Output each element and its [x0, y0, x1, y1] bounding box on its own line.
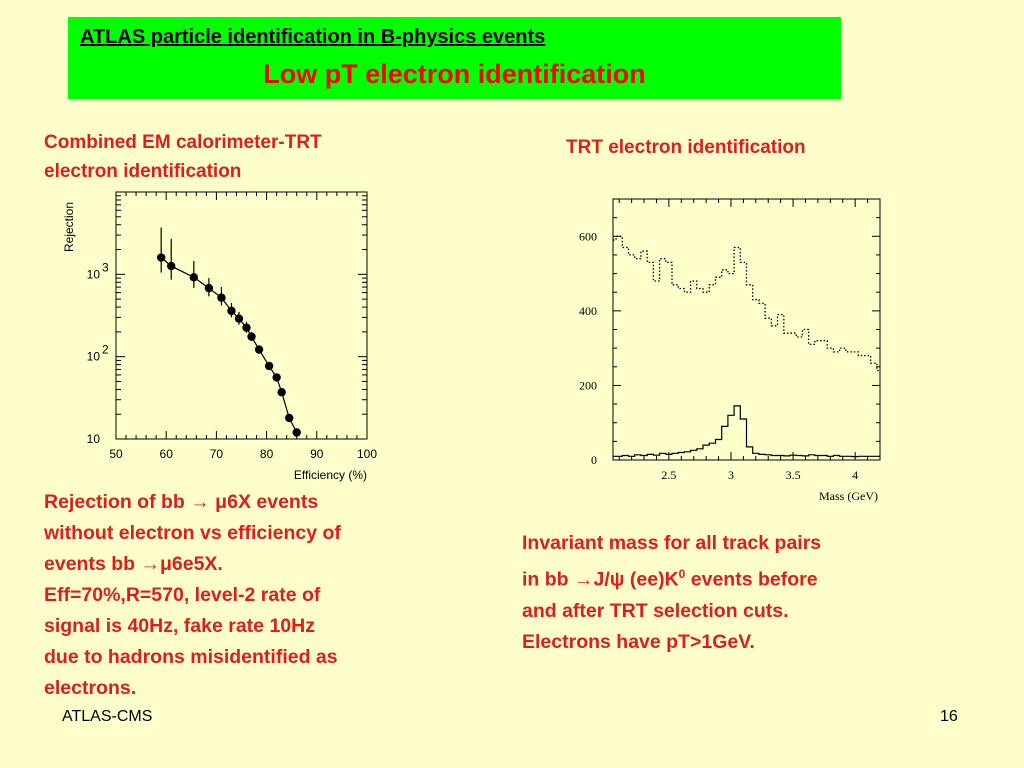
x-tick-label: 90 [310, 447, 324, 461]
histogram-before-cuts [613, 235, 880, 372]
arrow-symbol: → [140, 553, 160, 575]
data-point [227, 306, 236, 316]
data-point [167, 261, 176, 271]
mu-symbol: μ [209, 491, 228, 513]
caption-text: 6X events [227, 491, 319, 513]
data-point [156, 253, 166, 262]
slide-title: Low pT electron identification [263, 59, 646, 89]
left-heading-line-2: electron identification [44, 161, 242, 182]
left-caption-line-1: Rejection of bb → μ6X events [44, 487, 444, 518]
plot-frame [115, 191, 368, 440]
right-caption-line-3: and after TRT selection cuts. [522, 599, 789, 622]
left-caption: Rejection of bb → μ6X events without ele… [44, 487, 444, 704]
x-axis-label: Mass (GeV) [819, 489, 878, 503]
y-tick-label: 10 [87, 432, 101, 446]
left-caption-line-2: without electron vs efficiency of [44, 522, 341, 544]
data-point [277, 388, 286, 397]
data-point [189, 273, 199, 282]
data-point [234, 314, 244, 323]
data-point [292, 428, 301, 437]
data-point [272, 373, 281, 382]
psi-symbol: ψ [609, 568, 625, 591]
y-tick-label: 600 [579, 229, 597, 243]
left-caption-line-3: events bb →μ6e5X. [44, 549, 444, 580]
right-caption-line-1: Invariant mass for all track pairs [522, 532, 822, 554]
data-point [264, 361, 274, 371]
mu-symbol: μ [159, 553, 172, 575]
left-heading: Combined EM calorimeter-TRT electron ide… [44, 128, 322, 186]
arrow-symbol: → [190, 491, 210, 513]
data-point [217, 293, 226, 302]
x-tick-label: 50 [109, 447, 123, 461]
right-heading: TRT electron identification [566, 137, 806, 158]
title-banner: ATLAS particle identification in B-physi… [68, 17, 841, 99]
left-caption-line-6: due to hadrons misidentified as [44, 646, 338, 668]
y-axis-label: Rejection [62, 202, 76, 252]
x-tick-label: 80 [260, 447, 274, 461]
right-caption: Invariant mass for all track pairs in bb… [522, 528, 922, 658]
arrow-symbol: → [574, 568, 594, 591]
left-caption-line-5: signal is 40Hz, fake rate 10Hz [44, 615, 315, 637]
histogram-after-cuts [613, 405, 880, 458]
data-point [204, 283, 214, 293]
caption-text: (ee)K [624, 568, 679, 591]
y-tick-label: 0 [591, 453, 597, 467]
x-tick-label: 3 [728, 468, 734, 482]
rejection-curve [160, 257, 298, 433]
y-tick-exponent: 3 [102, 260, 109, 274]
caption-text: in bb [522, 568, 574, 591]
y-tick-label: 10 [87, 267, 101, 281]
data-point [242, 323, 251, 332]
caption-text: J/ [593, 568, 610, 591]
superscript-zero: 0 [678, 567, 686, 581]
data-point [247, 332, 256, 341]
caption-text: Rejection of bb [44, 491, 191, 513]
footer-label: ATLAS-CMS [62, 708, 153, 725]
x-tick-label: 60 [160, 447, 174, 461]
y-tick-exponent: 2 [102, 343, 109, 357]
data-point [284, 413, 294, 423]
left-caption-line-4: Eff=70%,R=570, level-2 rate of [44, 584, 321, 606]
data-point [254, 345, 264, 354]
caption-text: events bb [44, 553, 141, 575]
invariant-mass-chart: 2.5 3 3.5 4 0 200 400 600 Mass (GeV) [579, 198, 881, 503]
x-tick-label: 2.5 [661, 468, 676, 482]
x-tick-label: 70 [210, 447, 224, 461]
left-caption-line-7: electrons. [44, 677, 137, 699]
slide-subtitle: ATLAS particle identification in B-physi… [80, 26, 546, 48]
right-caption-line-2: in bb →J/ψ (ee)K0 events before [522, 559, 922, 596]
right-caption-line-4: Electrons have pT>1GeV. [522, 630, 755, 653]
x-tick-label: 100 [357, 447, 377, 461]
y-tick-label: 200 [579, 378, 597, 392]
x-tick-label: 3.5 [786, 468, 801, 482]
caption-text: events before [685, 568, 818, 591]
x-tick-label: 4 [852, 468, 858, 482]
left-heading-line-1: Combined EM calorimeter-TRT [44, 132, 322, 153]
page-number: 16 [940, 708, 958, 725]
caption-text: 6e5X. [171, 553, 223, 575]
x-axis-label: Efficiency (%) [294, 468, 367, 482]
y-tick-label: 10 [87, 350, 101, 364]
y-tick-label: 400 [579, 304, 597, 318]
